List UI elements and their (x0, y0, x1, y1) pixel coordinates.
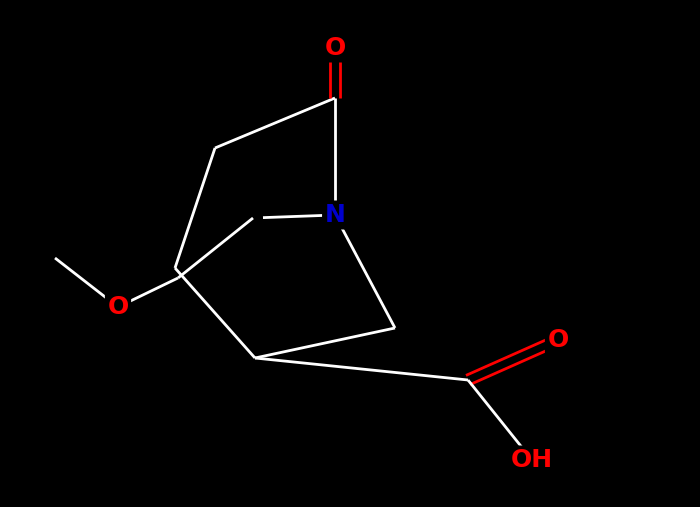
Text: O: O (107, 295, 129, 319)
Text: OH: OH (511, 448, 553, 472)
Text: N: N (325, 203, 345, 227)
Text: O: O (324, 36, 346, 60)
Text: O: O (547, 328, 568, 352)
